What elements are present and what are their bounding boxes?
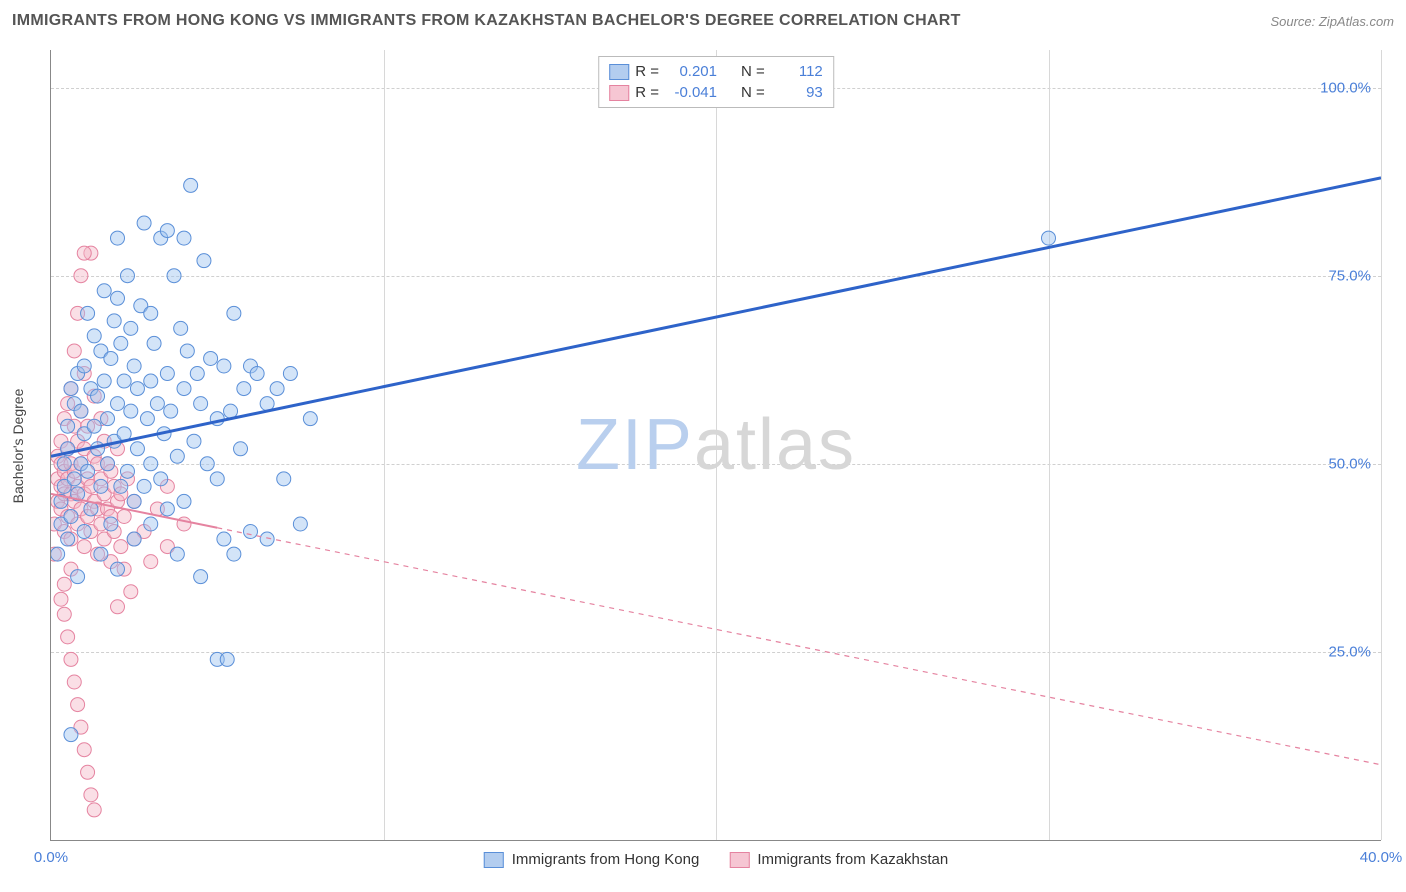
swatch-series-0 [609, 64, 629, 80]
grid-line-v [716, 50, 717, 840]
x-tick-label: 0.0% [34, 849, 68, 866]
r-label: R = [635, 84, 659, 101]
n-value-0: 112 [771, 63, 823, 80]
swatch-series-1 [609, 85, 629, 101]
y-tick-label: 50.0% [1328, 455, 1371, 472]
source-label: Source: ZipAtlas.com [1270, 14, 1394, 29]
grid-line-v [384, 50, 385, 840]
swatch-series-1 [729, 852, 749, 868]
grid-line-v [1381, 50, 1382, 840]
x-tick-label: 40.0% [1360, 849, 1403, 866]
n-label: N = [741, 63, 765, 80]
legend-stats-row: R = -0.041 N = 93 [607, 82, 825, 103]
chart-title: IMMIGRANTS FROM HONG KONG VS IMMIGRANTS … [12, 12, 961, 30]
r-label: R = [635, 63, 659, 80]
legend-item: Immigrants from Kazakhstan [729, 851, 948, 868]
n-label: N = [741, 84, 765, 101]
r-value-1: -0.041 [665, 84, 717, 101]
series-name-1: Immigrants from Kazakhstan [757, 851, 948, 868]
y-axis-label: Bachelor's Degree [10, 389, 26, 504]
y-tick-label: 25.0% [1328, 643, 1371, 660]
y-tick-label: 100.0% [1320, 79, 1371, 96]
watermark-rest: atlas [694, 405, 856, 485]
r-value-0: 0.201 [665, 63, 717, 80]
legend-stats-row: R = 0.201 N = 112 [607, 61, 825, 82]
y-tick-label: 75.0% [1328, 267, 1371, 284]
title-bar: IMMIGRANTS FROM HONG KONG VS IMMIGRANTS … [12, 12, 1394, 30]
n-value-1: 93 [771, 84, 823, 101]
series-name-0: Immigrants from Hong Kong [512, 851, 700, 868]
grid-line-v [1049, 50, 1050, 840]
legend-item: Immigrants from Hong Kong [484, 851, 700, 868]
watermark-zip: ZIP [576, 405, 694, 485]
plot-area: ZIPatlas 25.0%50.0%75.0%100.0%0.0%40.0% … [50, 50, 1381, 841]
swatch-series-0 [484, 852, 504, 868]
legend-series: Immigrants from Hong Kong Immigrants fro… [484, 851, 948, 868]
legend-stats: R = 0.201 N = 112 R = -0.041 N = 93 [598, 56, 834, 108]
